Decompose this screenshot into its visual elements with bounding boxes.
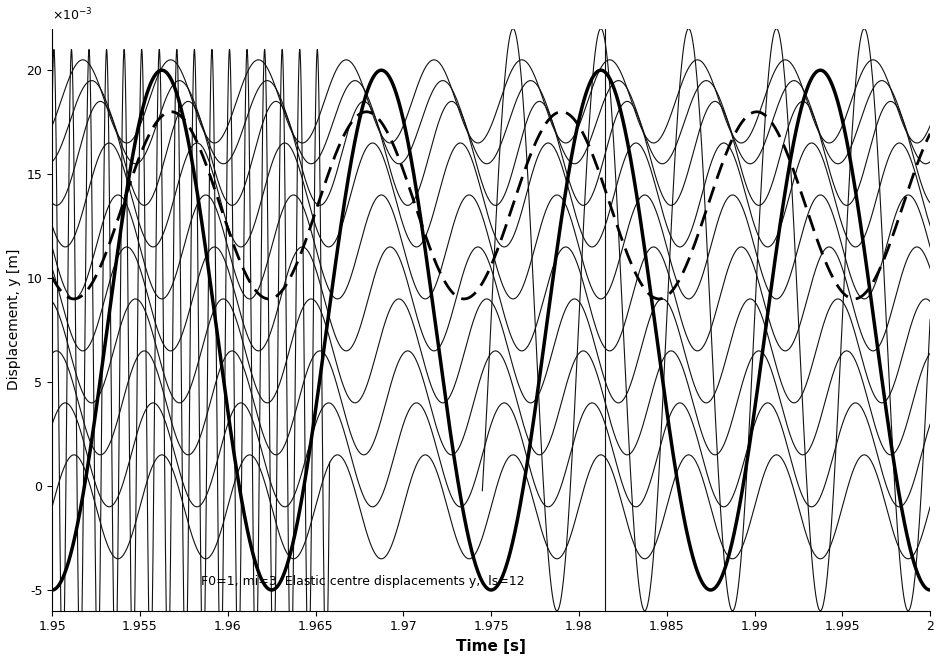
Y-axis label: Displacement, y [m]: Displacement, y [m] <box>7 249 21 391</box>
Text: $\times 10^{-3}$: $\times 10^{-3}$ <box>52 6 93 23</box>
Text: F0=1, mi=3, Elastic centre displacements y,  ls=12: F0=1, mi=3, Elastic centre displacements… <box>201 574 525 588</box>
X-axis label: Time [s]: Time [s] <box>456 639 526 654</box>
